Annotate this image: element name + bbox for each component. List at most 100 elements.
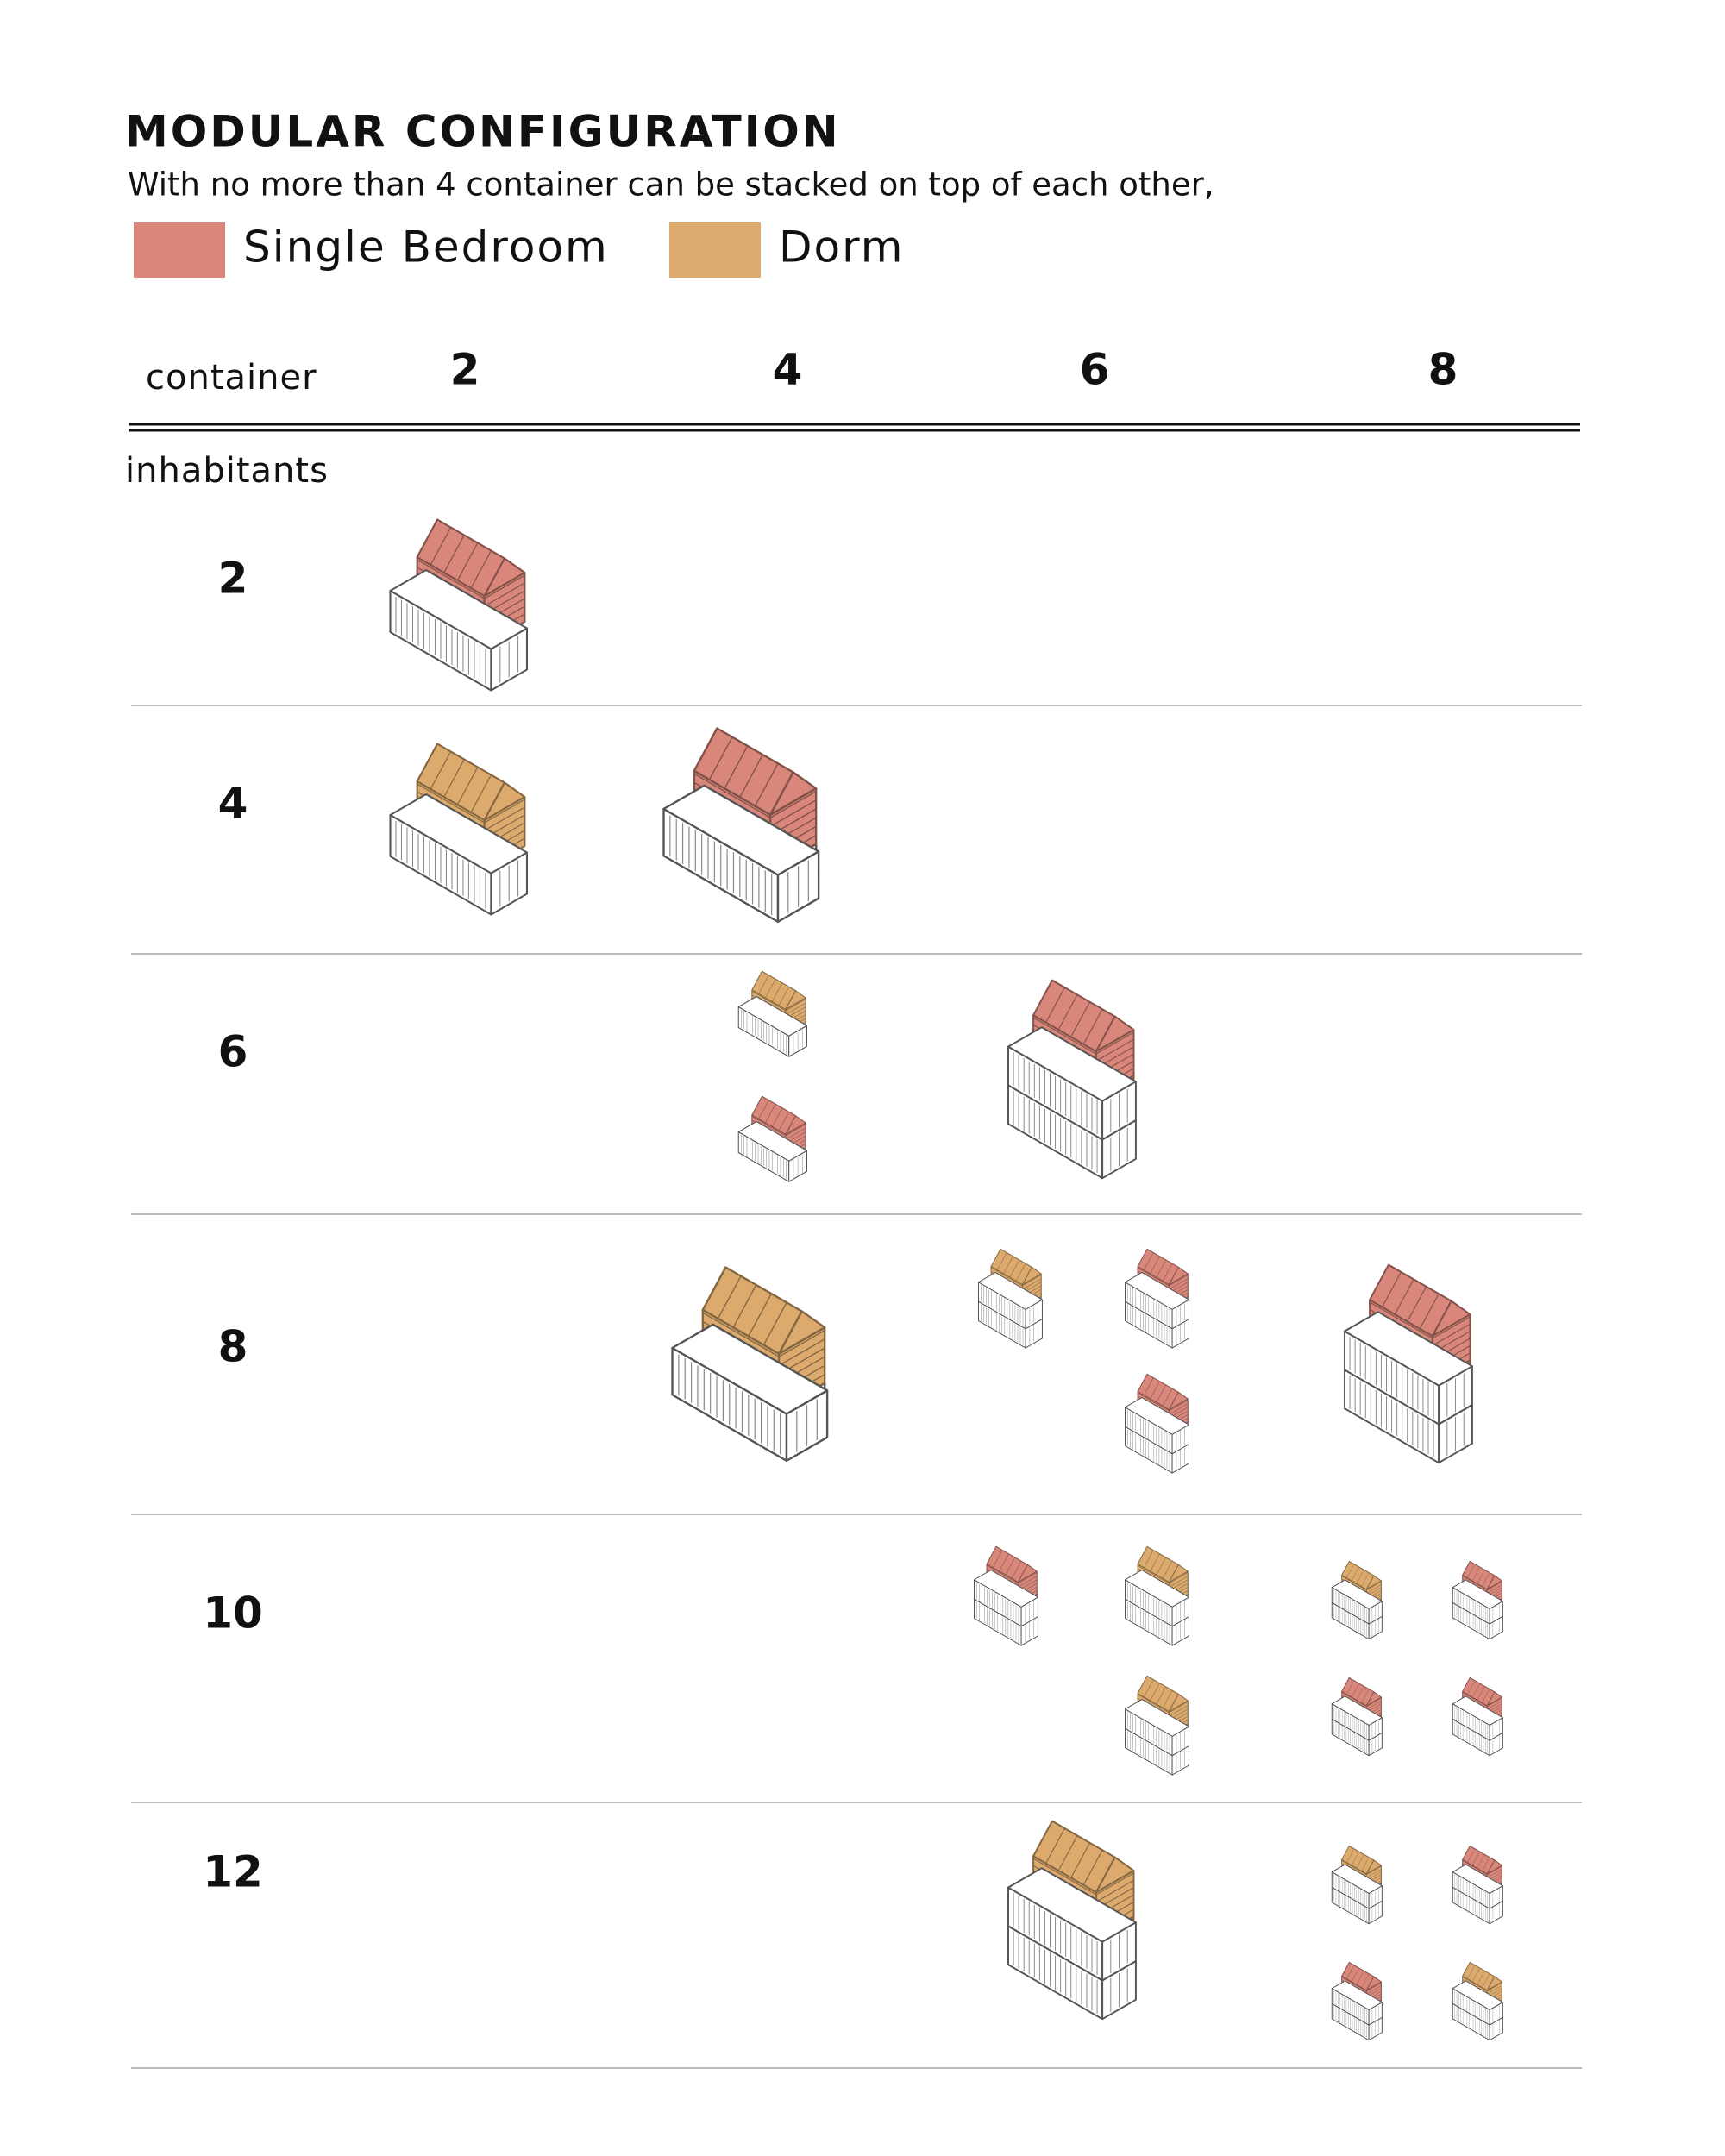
detail-line [702,1312,780,1357]
gable [1095,1856,1135,1894]
detail-line [1477,1854,1485,1869]
detail-line [778,1330,825,1357]
detail-line [1361,1572,1370,1587]
detail-line [990,1267,1023,1287]
detail-line [1137,1694,1170,1714]
detail-line [1477,1686,1485,1701]
detail-line [1156,1384,1167,1403]
container-top [662,784,820,876]
detail-line [1366,1869,1382,1878]
detail-line [430,527,452,566]
detail-line [708,736,733,780]
detail-line [1419,1293,1440,1330]
detail-line [1137,1564,1170,1584]
row-header: inhabitants [125,451,329,491]
detail-line [1361,1857,1370,1871]
detail-line [986,1564,1019,1584]
detail-line [997,1252,1007,1270]
detail-line [693,773,771,818]
detail-line [456,542,479,581]
detail-line [785,999,806,1012]
detail-line [1487,1985,1502,1995]
row-label: 12 [203,1847,263,1897]
title: MODULAR CONFIGURATION [125,107,841,157]
detail-line [470,774,492,813]
detail-line [732,1284,757,1328]
detail-line [443,759,465,798]
detail-line [1011,1560,1022,1579]
detail-line [785,1124,806,1137]
detail-line [1366,1985,1382,1995]
detail-line [765,1104,776,1124]
detail-line [1351,1566,1359,1582]
gable [1486,1976,1502,1991]
detail-line [1095,1031,1134,1055]
gable [785,1115,806,1136]
detail-line [1169,1400,1189,1412]
detail-line [1467,1680,1476,1695]
detail-line [417,559,485,599]
detail-line [758,1100,769,1119]
gable [1168,1693,1189,1713]
detail-line [1462,1692,1488,1708]
detail-line [1407,1286,1427,1322]
container-top [389,793,529,874]
detail-line [771,982,783,1002]
detail-line [1432,1323,1471,1346]
detail-line [751,1116,786,1137]
gable [1365,1575,1382,1590]
detail-line [1394,1279,1414,1315]
detail-line [1366,1697,1382,1708]
detail-line [1462,1977,1488,1992]
detail-line [778,987,789,1006]
detail-line [1432,1316,1471,1339]
container-top [1331,1695,1383,1726]
column-label: 4 [773,345,803,395]
detail-line [1366,1701,1382,1710]
detail-line [1462,1860,1488,1876]
detail-line [1351,1851,1359,1866]
container-top [1007,1026,1137,1102]
detail-line [1018,1572,1038,1584]
detail-line [1005,1557,1016,1576]
detail-line [1471,1967,1480,1983]
detail-line [1482,1572,1490,1587]
detail-line [1022,1278,1042,1290]
gable [1486,1691,1502,1707]
detail-line [1467,1564,1476,1578]
gable [1168,1391,1189,1411]
detail-line [1169,1572,1189,1584]
row-label: 2 [218,554,248,604]
detail-line [1144,1679,1154,1697]
container-top [1452,1980,1503,2010]
detail-line [1467,1965,1476,1979]
detail-line [1487,1581,1502,1591]
detail-line [771,1107,783,1127]
detail-line [1169,1576,1189,1588]
detail-line [778,1112,789,1131]
container-top [737,995,808,1037]
detail-line [1032,1017,1097,1055]
column-label: 2 [450,345,480,395]
row-label: 4 [218,779,248,829]
detail-line [1022,1275,1042,1287]
detail-line [1382,1271,1402,1307]
legend-label: Single Bedroom [243,222,609,273]
detail-line [1095,1879,1134,1902]
detail-line [751,991,786,1012]
detail-line [1150,1256,1160,1275]
detail-line [1356,1570,1364,1584]
container-top [1344,1311,1473,1387]
detail-line [1346,1965,1355,1979]
detail-line [1471,1566,1480,1582]
detail-line [1351,1683,1359,1698]
detail-line [1487,1701,1502,1710]
gable [1486,1575,1502,1590]
column-label: 6 [1080,345,1110,395]
detail-line [1095,1038,1134,1062]
container-top [1125,1272,1189,1310]
gable [1021,1266,1042,1286]
container-top [1331,1980,1383,2010]
detail-line [1366,1865,1382,1876]
gable [1168,1564,1189,1583]
